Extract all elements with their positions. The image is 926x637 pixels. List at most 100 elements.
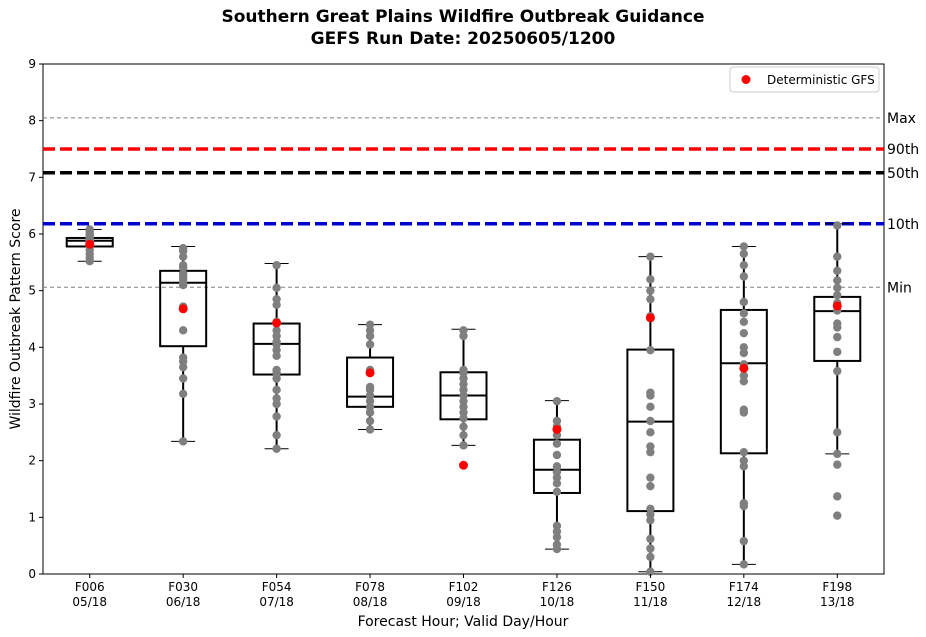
ensemble-member-point	[739, 272, 749, 281]
y-tick-label: 9	[28, 57, 36, 71]
legend: Deterministic GFS	[729, 66, 880, 93]
ensemble-member-point	[552, 521, 562, 531]
box-group-f030	[159, 243, 208, 446]
ensemble-member-point	[178, 243, 188, 253]
ensemble-member-point	[272, 412, 281, 421]
box-group-f054	[252, 260, 301, 453]
ensemble-member-point	[646, 544, 655, 553]
ensemble-member-point	[739, 309, 749, 318]
x-tick-label-valid: 07/18	[259, 595, 294, 609]
ensemble-member-point	[833, 366, 842, 376]
ensemble-member-point	[272, 283, 281, 293]
x-tick-label-valid: 13/18	[820, 595, 855, 609]
ensemble-member-point	[646, 473, 655, 482]
ensemble-member-point	[365, 340, 375, 349]
ensemble-member-point	[833, 449, 842, 459]
ensemble-member-point	[272, 385, 281, 395]
y-tick-label: 8	[28, 114, 36, 128]
y-tick-label: 5	[28, 284, 36, 298]
ensemble-member-point	[739, 328, 749, 338]
ensemble-member-point	[178, 437, 188, 446]
ensemble-member-point	[833, 319, 842, 328]
ensemble-member-point	[646, 504, 655, 514]
box-group-f174	[719, 242, 768, 569]
ensemble-member-point	[739, 260, 749, 270]
deterministic-gfs-point	[645, 313, 655, 323]
ensemble-member-point	[739, 343, 749, 352]
ensemble-member-point	[646, 294, 655, 304]
ensemble-member-point	[459, 430, 468, 440]
x-tick-label-hour: F054	[262, 580, 292, 594]
x-tick-label-valid: 11/18	[633, 595, 668, 609]
ensemble-member-point	[272, 394, 281, 403]
ensemble-member-point	[459, 326, 468, 335]
ensemble-member-point	[833, 221, 842, 230]
ensemble-member-point	[646, 388, 655, 397]
ensemble-member-point	[272, 365, 281, 375]
deterministic-gfs-point	[552, 425, 562, 434]
ensemble-member-point	[365, 416, 375, 426]
ensemble-member-point	[272, 444, 281, 453]
ensemble-member-point	[739, 297, 749, 307]
box-group-f078	[346, 320, 395, 434]
x-tick-label-valid: 10/18	[540, 595, 575, 609]
y-tick-label: 7	[28, 170, 36, 184]
deterministic-gfs-point	[739, 363, 749, 373]
y-tick-label: 4	[28, 340, 36, 354]
ensemble-member-point	[178, 326, 188, 335]
chart-title-line-2: GEFS Run Date: 20250605/1200	[311, 29, 616, 49]
x-axis-label: Forecast Hour; Valid Day/Hour	[358, 614, 569, 630]
ensemble-member-point	[365, 320, 375, 329]
ensemble-member-point	[833, 492, 842, 501]
x-tick-label-valid: 05/18	[72, 595, 107, 609]
ensemble-member-point	[739, 249, 749, 259]
y-axis-label: Wildfire Outbreak Pattern Score	[8, 208, 24, 429]
ensemble-member-point	[833, 276, 842, 285]
y-tick-label: 0	[28, 567, 36, 581]
x-tick-label-valid: 09/18	[446, 595, 481, 609]
ensemble-member-point	[739, 560, 749, 569]
ensemble-member-point	[85, 225, 94, 234]
ensemble-member-point	[646, 428, 655, 437]
box-group-f126	[532, 396, 581, 554]
ensemble-member-point	[552, 450, 562, 460]
x-tick-label-hour: F174	[729, 580, 759, 594]
ensemble-member-point	[646, 345, 655, 355]
ensemble-member-point	[739, 405, 749, 414]
ensemble-member-point	[272, 430, 281, 440]
box-group-f150	[626, 252, 675, 576]
ensemble-member-point	[646, 275, 655, 284]
ensemble-member-point	[646, 252, 655, 261]
ensemble-member-point	[833, 283, 842, 293]
ensemble-member-point	[833, 266, 842, 276]
ensemble-member-point	[646, 481, 655, 491]
ensemble-member-point	[365, 425, 375, 434]
ensemble-member-point	[833, 291, 842, 300]
ensemble-member-point	[459, 441, 468, 450]
ensemble-member-point	[739, 317, 749, 327]
ensemble-member-point	[739, 536, 749, 546]
ensemble-member-point	[646, 416, 655, 426]
ensemble-member-point	[552, 439, 562, 448]
deterministic-gfs-point	[178, 304, 188, 314]
y-tick-label: 3	[28, 397, 36, 411]
ensemble-member-point	[552, 487, 562, 497]
ensemble-member-point	[646, 402, 655, 412]
x-tick-label-hour: F198	[822, 580, 852, 594]
x-tick-label-hour: F078	[355, 580, 385, 594]
ensemble-member-point	[833, 460, 842, 469]
ensemble-member-point	[739, 498, 749, 508]
reference-label-10th: 10th	[887, 217, 919, 233]
x-tick-label-hour: F006	[75, 580, 105, 594]
ensemble-member-point	[739, 371, 749, 380]
ensemble-member-point	[646, 567, 655, 576]
ensemble-member-point	[178, 260, 188, 270]
ensemble-member-point	[459, 422, 468, 431]
ensemble-member-point	[552, 462, 562, 471]
ensemble-member-point	[739, 456, 749, 465]
x-tick-label-valid: 08/18	[353, 595, 388, 609]
ensemble-member-point	[178, 353, 188, 362]
ensemble-member-point	[272, 294, 281, 304]
box-group-f102	[439, 326, 488, 470]
